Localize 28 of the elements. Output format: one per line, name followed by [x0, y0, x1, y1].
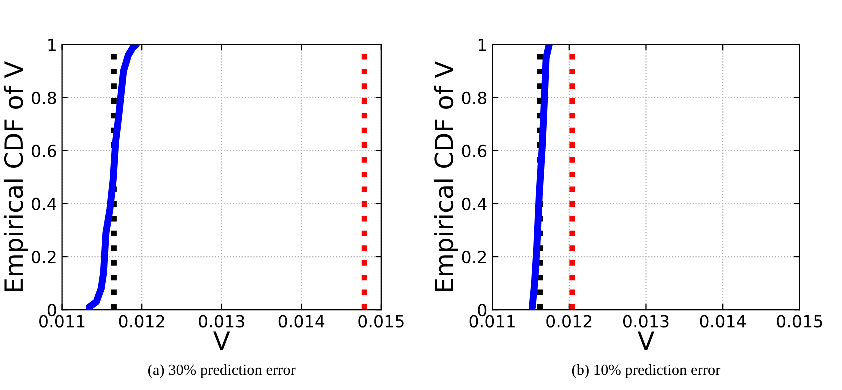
y-tick-label: 0.4 — [462, 198, 487, 211]
x-tick-label: 0.012 — [119, 315, 164, 328]
y-tick-label: 0 — [478, 304, 487, 317]
x-tick-label: 0.015 — [358, 315, 404, 328]
y-axis-title: Empirical CDF of V — [434, 61, 458, 292]
y-tick-label: 0.4 — [32, 198, 57, 211]
x-axis-title: V — [638, 332, 655, 350]
text: (b) 10% prediction error — [572, 364, 721, 378]
text: (a) 30% prediction error — [148, 364, 296, 378]
y-tick-label: 0.2 — [462, 250, 486, 264]
y-tick-label: 0.8 — [32, 92, 56, 104]
x-axis-title: V — [214, 332, 230, 350]
y-tick-label: 0.6 — [32, 144, 56, 158]
y-tick-label: 1 — [478, 39, 486, 52]
y-axis-title: Empirical CDF of V — [4, 61, 28, 292]
y-tick-label: 0.2 — [32, 250, 56, 264]
x-tick-label: 0.013 — [199, 315, 244, 328]
x-tick-label: 0.014 — [700, 315, 746, 328]
x-tick-label: 0.015 — [777, 315, 822, 328]
x-tick-label: 0.012 — [546, 315, 592, 328]
y-tick-label: 0 — [48, 304, 56, 317]
x-tick-label: 0.011 — [40, 315, 85, 328]
y-tick-label: 0.6 — [462, 144, 487, 158]
x-tick-label: 0.011 — [470, 315, 515, 328]
y-tick-label: 0.8 — [462, 92, 487, 104]
x-tick-label: 0.014 — [278, 315, 325, 328]
x-tick-label: 0.013 — [623, 315, 669, 328]
y-tick-label: 1 — [48, 39, 56, 52]
